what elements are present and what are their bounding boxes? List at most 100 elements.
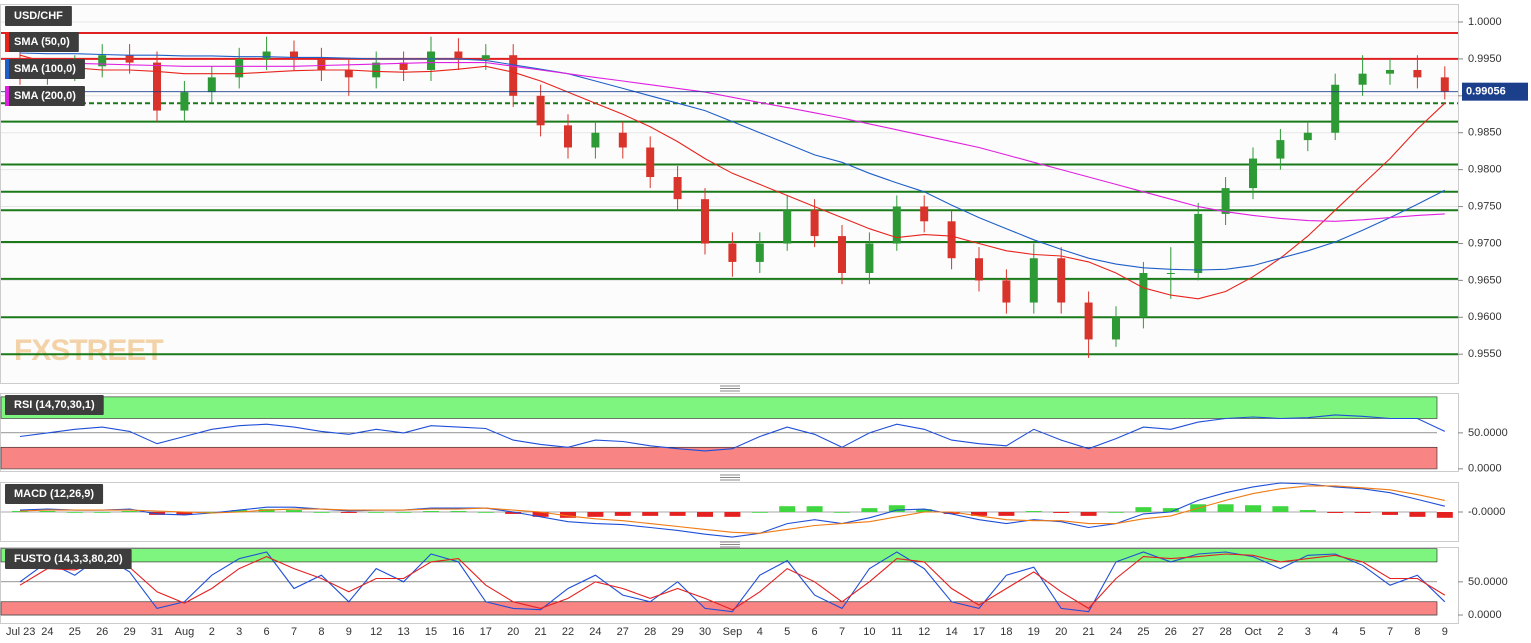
histogram-bar: [916, 509, 933, 512]
histogram-bar: [943, 512, 960, 514]
panel-title-box: [5, 549, 132, 569]
candle-body: [536, 95, 545, 126]
x-tick-label: 6: [264, 626, 270, 638]
histogram-bar: [697, 512, 713, 517]
legend-entry-text: SMA (100,0): [14, 63, 76, 75]
histogram-bar: [477, 512, 494, 513]
x-tick-label: 5: [784, 626, 790, 638]
candle-body: [180, 92, 189, 111]
candle-body: [865, 243, 874, 273]
x-tick-label: 4: [1332, 626, 1338, 638]
histogram-bar: [505, 512, 522, 514]
candle-body: [1331, 84, 1340, 133]
candle-body: [1002, 280, 1011, 303]
histogram-bar: [12, 511, 28, 512]
legend-entry-box: [5, 59, 85, 79]
y-tick-label: 0.9750: [1468, 200, 1502, 212]
candle-body: [1029, 258, 1038, 303]
panel-title: FUSTO (14,3,3,80,20): [5, 549, 132, 569]
x-tick-label: 28: [644, 626, 656, 638]
x-tick-label: 25: [1137, 626, 1149, 638]
candle-body: [454, 51, 463, 59]
histogram-bar: [1299, 510, 1316, 512]
histogram-bar: [1217, 504, 1234, 512]
x-tick-label: 26: [96, 626, 108, 638]
histogram-bar: [1436, 512, 1453, 518]
histogram-bar: [861, 508, 878, 512]
candle-body: [591, 132, 600, 148]
panel-title-text: RSI (14,70,30,1): [14, 399, 95, 411]
histogram-bar: [1272, 506, 1289, 512]
splitter[interactable]: [720, 385, 740, 392]
x-tick-label: 9: [1442, 626, 1448, 638]
legend-entry-swatch: [5, 59, 9, 79]
series-line: [19, 551, 1446, 613]
x-tick-label: 8: [318, 626, 324, 638]
y-tick-label: 0.9700: [1468, 237, 1502, 249]
candle-body: [207, 77, 216, 93]
panel-title-box: [5, 484, 104, 504]
x-tick-label: 21: [1082, 626, 1094, 638]
candle-body: [399, 62, 408, 70]
x-tick-label: 20: [1055, 626, 1067, 638]
x-tick-label: 24: [41, 626, 53, 638]
splitter[interactable]: [720, 541, 740, 548]
x-tick-label: 13: [397, 626, 409, 638]
x-tick-label: 18: [1000, 626, 1012, 638]
x-tick-label: 2: [209, 626, 215, 638]
x-tick-label: Aug: [175, 626, 195, 638]
histogram-bar: [1354, 512, 1371, 513]
candle-body: [1057, 258, 1066, 303]
candle-body: [1084, 302, 1093, 340]
x-tick-label: Sep: [723, 626, 743, 638]
candle-body: [673, 177, 682, 200]
candle-body: [920, 206, 929, 222]
y-tick-label: 0.9850: [1468, 127, 1502, 139]
histogram-bar: [587, 512, 604, 517]
x-tick-label: 24: [589, 626, 601, 638]
histogram-bar: [834, 512, 850, 513]
histogram-bar: [888, 505, 905, 512]
candle-body: [153, 62, 161, 111]
x-tick-label: 22: [562, 626, 574, 638]
x-tick-label: 14: [945, 626, 957, 638]
candle-body: [98, 55, 107, 67]
y-tick-label: 0.9800: [1468, 164, 1502, 176]
candle-body: [509, 55, 518, 96]
x-tick-label: 17: [973, 626, 985, 638]
series-line: [19, 52, 1446, 271]
x-tick-label: 6: [812, 626, 818, 638]
y-tick-label: 0.9550: [1468, 348, 1502, 360]
splitter[interactable]: [720, 474, 740, 481]
legend-entry-box: [5, 32, 79, 52]
histogram-bar: [176, 512, 193, 515]
histogram-bar: [1162, 508, 1179, 512]
histogram-bar: [203, 512, 220, 513]
x-tick-label: 12: [370, 626, 382, 638]
x-tick-label: 27: [1192, 626, 1204, 638]
histogram-bar: [806, 506, 823, 512]
candle-body: [1194, 213, 1203, 273]
histogram-bar: [313, 512, 330, 513]
candle-body: [317, 58, 326, 70]
series-line: [19, 482, 1445, 538]
histogram-bar: [971, 512, 987, 516]
panel-title: USD/CHF: [5, 6, 72, 26]
y-tick-label: 0.0000: [1468, 463, 1502, 475]
histogram-bar: [1245, 505, 1261, 512]
x-tick-label: 21: [534, 626, 546, 638]
histogram-bar: [395, 512, 412, 513]
candle-body: [1358, 73, 1367, 85]
legend-entry: SMA (50,0): [5, 32, 79, 52]
legend-entry-text: SMA (200,0): [14, 90, 76, 102]
x-tick-label: 25: [69, 626, 81, 638]
panel-title-text: FUSTO (14,3,3,80,20): [14, 553, 123, 565]
histogram-bar: [1025, 511, 1042, 512]
x-tick-label: 7: [1387, 626, 1393, 638]
panel-title: RSI (14,70,30,1): [5, 395, 104, 415]
candle-body: [290, 51, 298, 59]
candle-body: [1166, 272, 1175, 274]
y-tick-label: 0.9950: [1468, 53, 1502, 65]
candle-body: [344, 69, 353, 78]
